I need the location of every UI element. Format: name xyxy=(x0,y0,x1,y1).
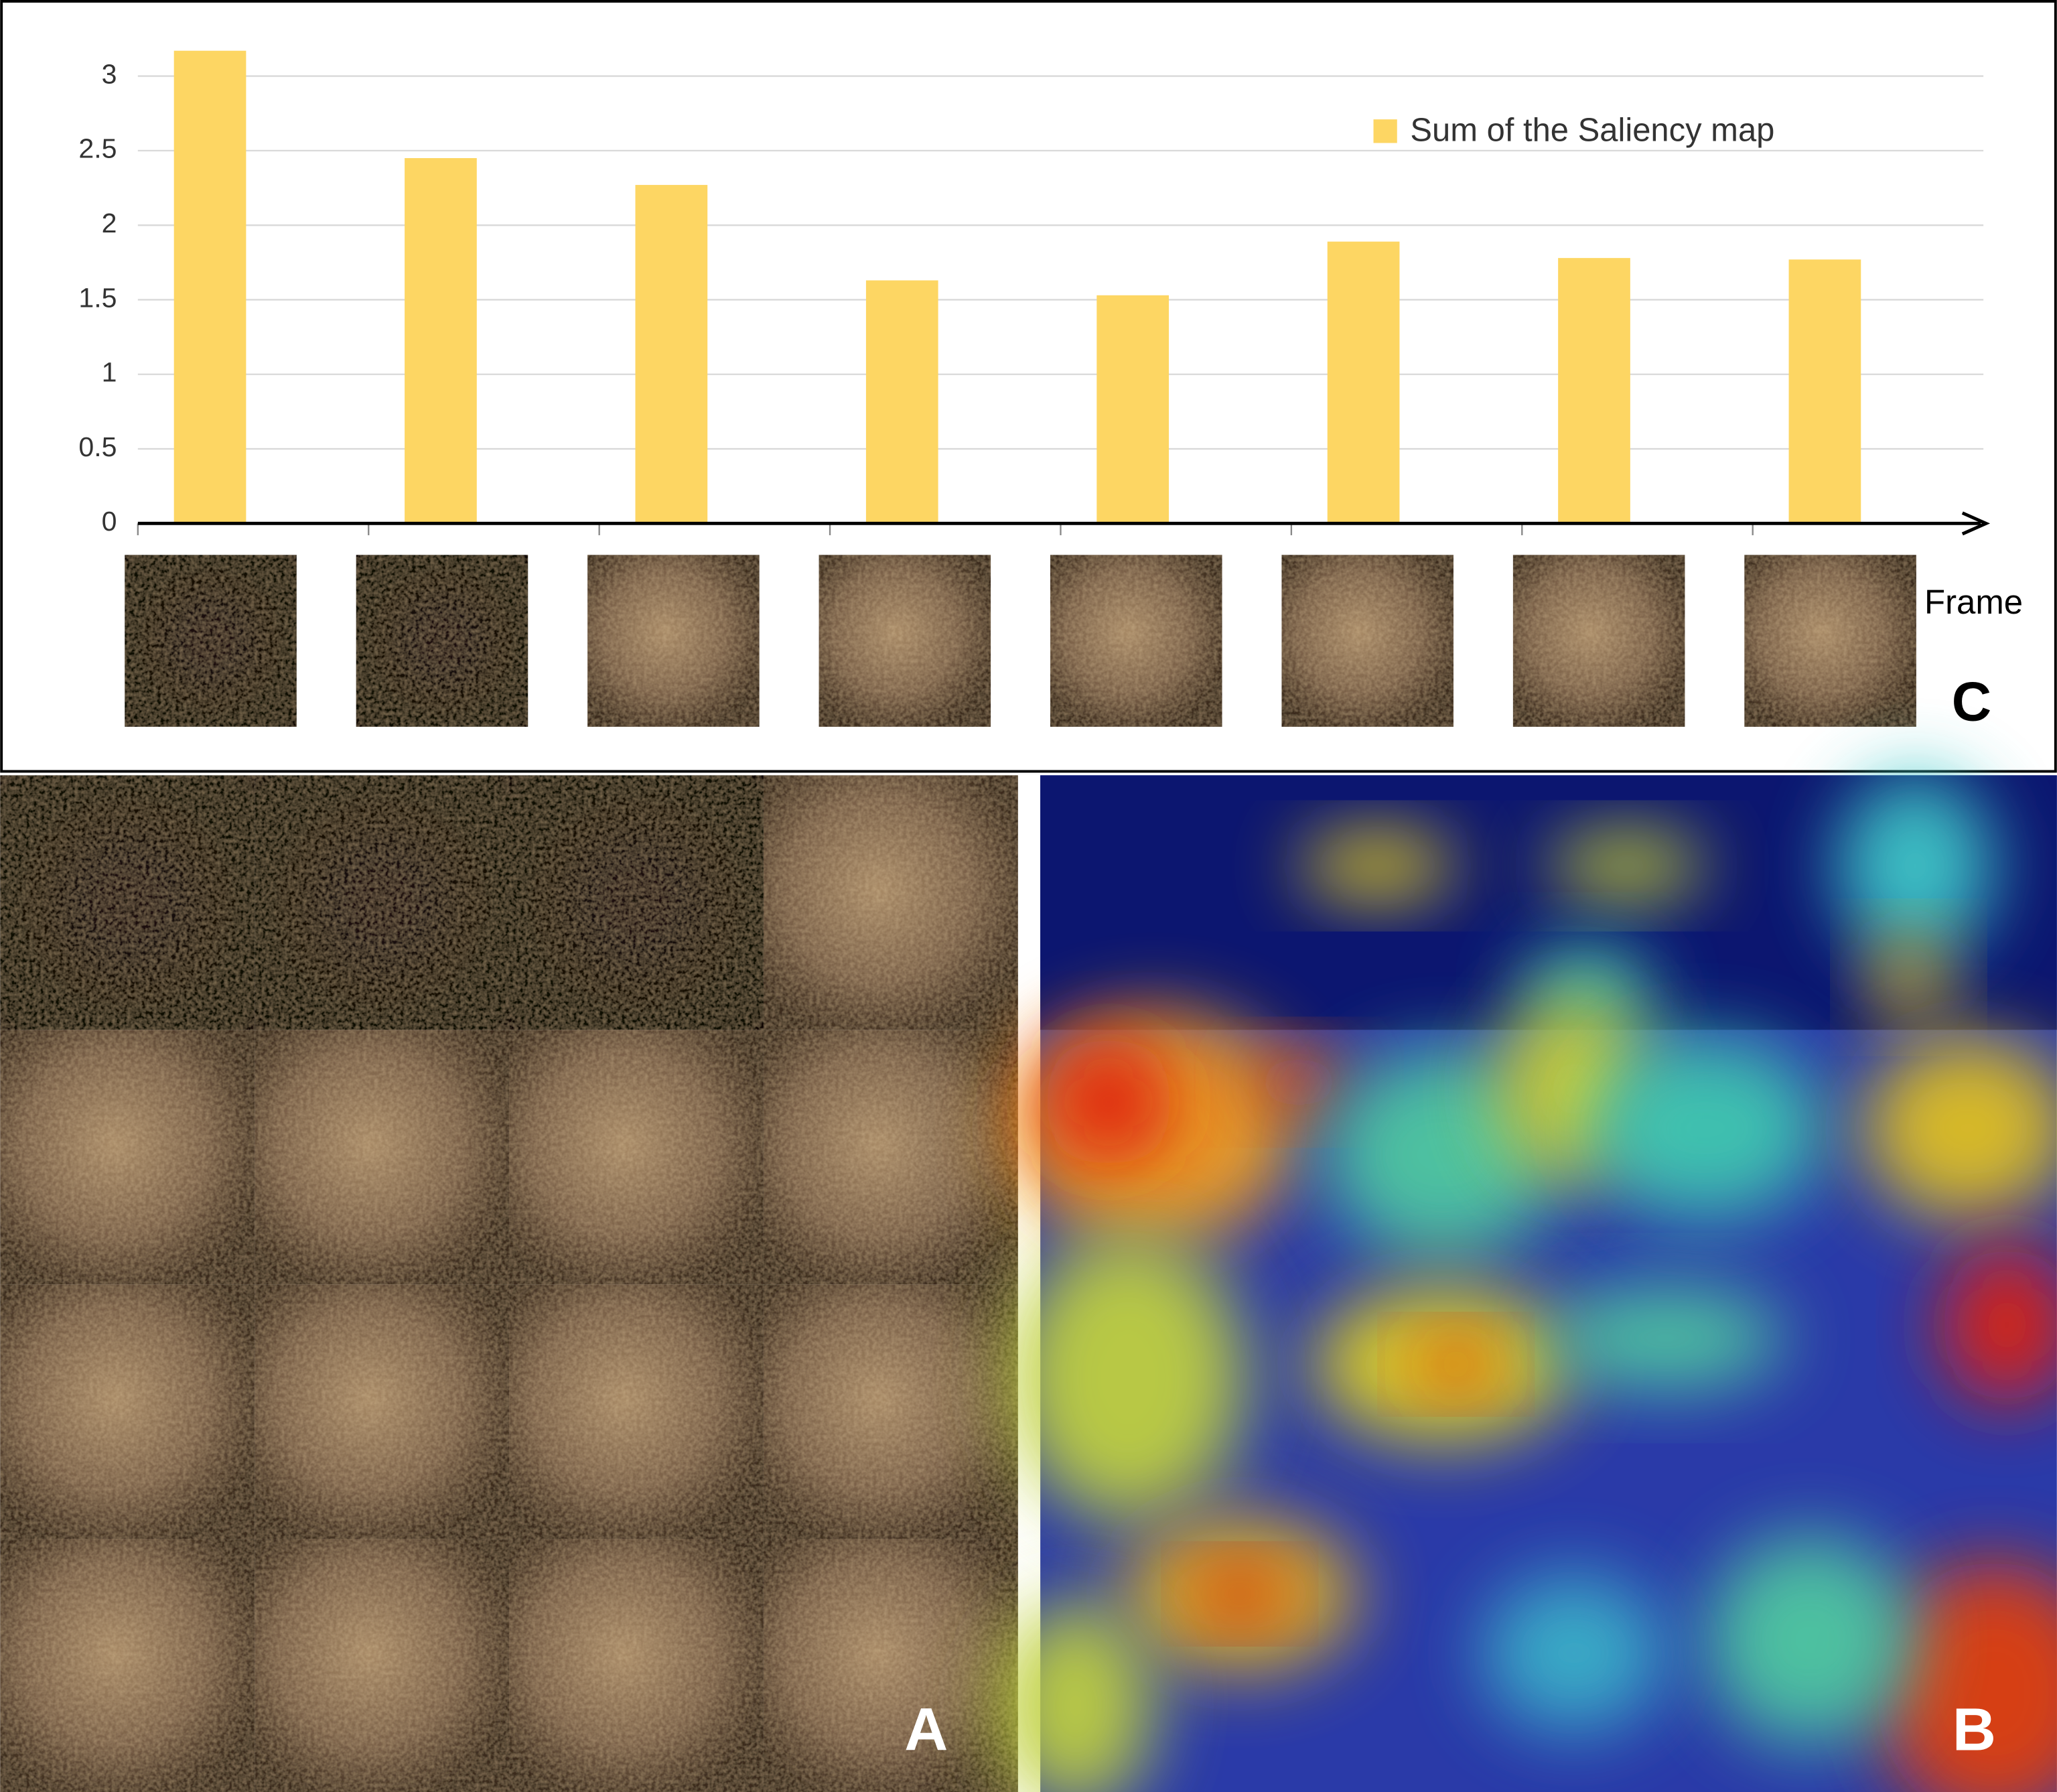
grid: 0 0.5 1 1.5 2 2.5 3 xyxy=(78,58,1984,537)
heatmap-blob xyxy=(1010,1233,1247,1522)
ultrasound-frame xyxy=(509,775,764,1030)
heatmap-blob xyxy=(1246,1049,1352,1115)
bar xyxy=(865,280,938,524)
legend-swatch xyxy=(1373,119,1397,143)
ultrasound-frame xyxy=(763,775,1018,1030)
y-tick-label: 3 xyxy=(102,58,117,89)
frame-thumbnails xyxy=(125,555,1916,727)
ultrasound-frame xyxy=(0,1539,255,1792)
frame-thumbnail xyxy=(1512,555,1685,727)
panel-label: B xyxy=(1953,1696,1996,1764)
x-axis-arrow xyxy=(1961,511,1991,536)
panel-b-saliency xyxy=(997,774,2057,1792)
bar xyxy=(635,185,708,524)
y-tick-label: 1 xyxy=(102,357,117,388)
y-tick-label: 2.5 xyxy=(78,133,117,164)
frame-thumbnail xyxy=(1281,555,1453,727)
frame-thumbnail xyxy=(125,555,297,727)
bar xyxy=(1558,258,1630,524)
ultrasound-frame xyxy=(509,1284,764,1539)
ultrasound-frame xyxy=(255,775,510,1030)
heatmap-blob xyxy=(1043,1036,1174,1168)
ultrasound-frame xyxy=(255,1030,510,1285)
bars xyxy=(137,50,1861,535)
heatmap-blob xyxy=(1705,1535,1916,1745)
heatmap-blob xyxy=(1482,1574,1666,1732)
ultrasound-frame xyxy=(763,1539,1018,1792)
ultrasound-frame xyxy=(763,1030,1018,1285)
heatmap-blob xyxy=(1587,1036,1824,1221)
frame-thumbnail xyxy=(819,555,991,727)
ultrasound-frame xyxy=(509,1539,764,1792)
heatmap-blob xyxy=(1875,1561,2057,1792)
frame-thumbnail xyxy=(1050,555,1222,727)
heatmap-blob xyxy=(997,1600,1155,1792)
ultrasound-frame xyxy=(0,1030,255,1285)
bar xyxy=(173,50,246,524)
heatmap-blob xyxy=(1863,1036,2057,1221)
panel-a-frames xyxy=(0,775,1018,1792)
heatmap-blob xyxy=(1200,1568,1279,1621)
y-tick-label: 1.5 xyxy=(78,282,117,313)
heatmap-blob xyxy=(1298,833,1456,899)
heatmap-blob xyxy=(1547,1286,1784,1391)
legend-label: Sum of the Saliency map xyxy=(1410,113,1774,149)
chart-panel xyxy=(0,0,2057,773)
ultrasound-frame xyxy=(255,1539,510,1792)
heatmap-blob xyxy=(1869,938,1948,1017)
frame-thumbnail xyxy=(1744,555,1916,727)
bar xyxy=(1096,295,1169,524)
y-tick-label: 2 xyxy=(102,208,117,238)
ultrasound-frame xyxy=(255,1284,510,1539)
frame-thumbnail xyxy=(587,555,760,727)
legend: Sum of the Saliency map xyxy=(1373,113,1774,149)
ultrasound-frame xyxy=(0,1284,255,1539)
frame-thumbnail xyxy=(356,555,528,727)
heatmap-blob xyxy=(1941,1246,2057,1404)
bar xyxy=(405,158,477,524)
x-axis-label: Frame xyxy=(1924,583,2023,621)
heatmap-blob xyxy=(1547,833,1705,899)
heatmap-blob xyxy=(1836,774,1994,958)
ultrasound-frame xyxy=(0,775,255,1030)
ultrasound-frame xyxy=(509,1030,764,1285)
bar xyxy=(1788,259,1861,524)
y-tick-label: 0.5 xyxy=(78,431,117,462)
panel-label: A xyxy=(904,1696,948,1764)
y-tick-label: 0 xyxy=(102,506,117,537)
bar xyxy=(1327,241,1400,524)
panel-label: C xyxy=(1952,671,1991,732)
heatmap-blob xyxy=(1417,1338,1496,1391)
ultrasound-frame xyxy=(763,1284,1018,1539)
